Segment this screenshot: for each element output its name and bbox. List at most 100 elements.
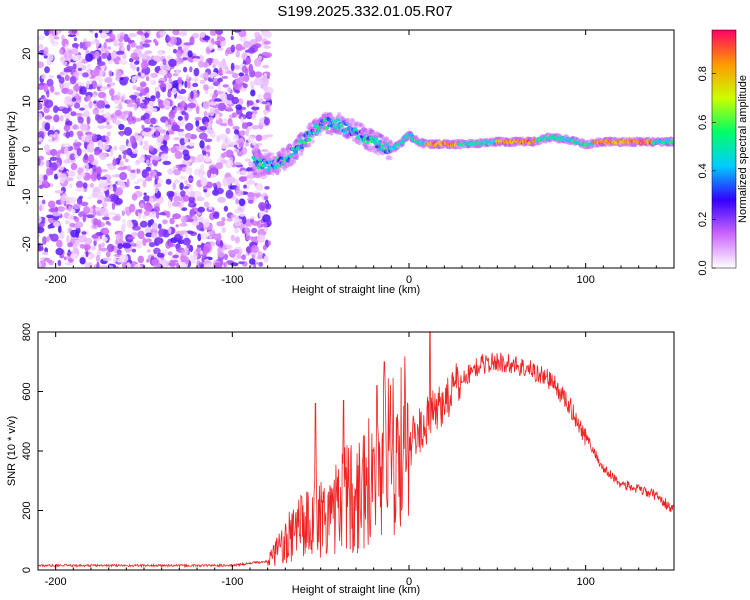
noise-cell	[142, 180, 147, 188]
noise-cell	[85, 214, 95, 219]
noise-cell	[86, 80, 90, 89]
noise-cell	[181, 251, 189, 257]
noise-cell	[241, 52, 248, 60]
noise-cell	[244, 228, 248, 232]
noise-cell	[82, 214, 87, 223]
noise-cell	[168, 78, 173, 83]
noise-cell	[167, 124, 171, 131]
noise-cell	[132, 225, 141, 231]
noise-cell	[94, 107, 98, 111]
noise-cell	[193, 168, 200, 176]
noise-cell	[85, 53, 93, 62]
noise-cell	[217, 77, 223, 83]
noise-cell	[131, 63, 137, 71]
noise-cell	[205, 112, 212, 116]
noise-cell	[62, 107, 70, 114]
noise-cell	[232, 134, 239, 142]
noise-cell	[253, 174, 262, 179]
noise-cell	[255, 183, 264, 191]
noise-cell	[181, 207, 188, 212]
noise-cell	[184, 256, 190, 265]
noise-cell	[73, 223, 82, 229]
noise-cell	[261, 148, 269, 153]
noise-cell	[89, 84, 94, 90]
noise-cell	[123, 33, 129, 43]
noise-cell	[208, 206, 213, 210]
noise-cell	[251, 254, 255, 259]
noise-cell	[212, 58, 220, 65]
noise-cell	[227, 87, 232, 93]
noise-cell	[110, 51, 118, 59]
noise-cell	[240, 254, 247, 260]
noise-cell	[64, 44, 69, 51]
noise-cell	[103, 197, 112, 203]
noise-cell	[67, 49, 72, 54]
noise-cell	[53, 221, 60, 228]
noise-cell	[38, 215, 42, 224]
noise-cell	[186, 243, 191, 248]
noise-cell	[252, 141, 257, 146]
noise-cell	[258, 261, 264, 267]
noise-cell	[231, 96, 239, 105]
noise-cell	[157, 252, 165, 258]
noise-cell	[232, 256, 238, 261]
noise-cell	[223, 253, 228, 260]
noise-cell	[225, 70, 235, 75]
noise-cell	[92, 205, 96, 209]
noise-cell	[193, 67, 200, 77]
x-tick-label: 100	[576, 576, 594, 588]
noise-cell	[159, 30, 167, 36]
noise-cell	[253, 196, 258, 202]
noise-cell	[262, 244, 267, 251]
noise-cell	[117, 243, 123, 250]
noise-cell	[177, 46, 183, 50]
noise-cell	[200, 227, 205, 232]
noise-cell	[145, 92, 150, 98]
noise-cell	[165, 120, 169, 128]
noise-cell	[104, 227, 109, 234]
noise-cell	[106, 131, 111, 137]
noise-cell	[217, 61, 227, 69]
noise-cell	[135, 135, 143, 142]
halo-cell	[294, 152, 299, 158]
colorbar-tick-label: 0.8	[697, 66, 709, 81]
noise-cell	[57, 149, 66, 154]
noise-cell	[248, 125, 252, 129]
noise-cell	[119, 172, 128, 181]
noise-cell	[70, 49, 79, 55]
noise-cell	[113, 145, 118, 151]
noise-cell	[185, 167, 193, 175]
noise-cell	[263, 92, 272, 101]
noise-cell	[215, 162, 224, 170]
noise-cell	[135, 161, 140, 166]
noise-cell	[39, 204, 43, 212]
noise-cell	[130, 232, 139, 237]
noise-cell	[85, 251, 89, 258]
noise-cell	[157, 50, 164, 56]
noise-cell	[215, 113, 220, 121]
noise-cell	[262, 30, 267, 37]
noise-cell	[182, 237, 191, 246]
noise-cell	[156, 210, 160, 219]
noise-cell	[63, 159, 71, 164]
ridge-cell	[324, 126, 330, 130]
noise-cell	[264, 52, 273, 58]
noise-cell	[168, 262, 177, 267]
noise-cell	[67, 170, 76, 177]
noise-cell	[128, 171, 137, 180]
noise-cell	[182, 195, 190, 202]
noise-cell	[235, 50, 240, 58]
halo-cell	[276, 168, 282, 173]
noise-cell	[122, 154, 127, 160]
noise-cell	[52, 211, 61, 217]
noise-cell	[126, 44, 131, 52]
noise-cell	[68, 214, 74, 221]
noise-cell	[243, 176, 248, 182]
noise-cell	[196, 105, 200, 115]
noise-cell	[139, 140, 144, 146]
noise-cell	[145, 232, 153, 238]
noise-cell	[102, 86, 111, 90]
noise-cell	[121, 181, 125, 187]
noise-cell	[38, 84, 45, 90]
